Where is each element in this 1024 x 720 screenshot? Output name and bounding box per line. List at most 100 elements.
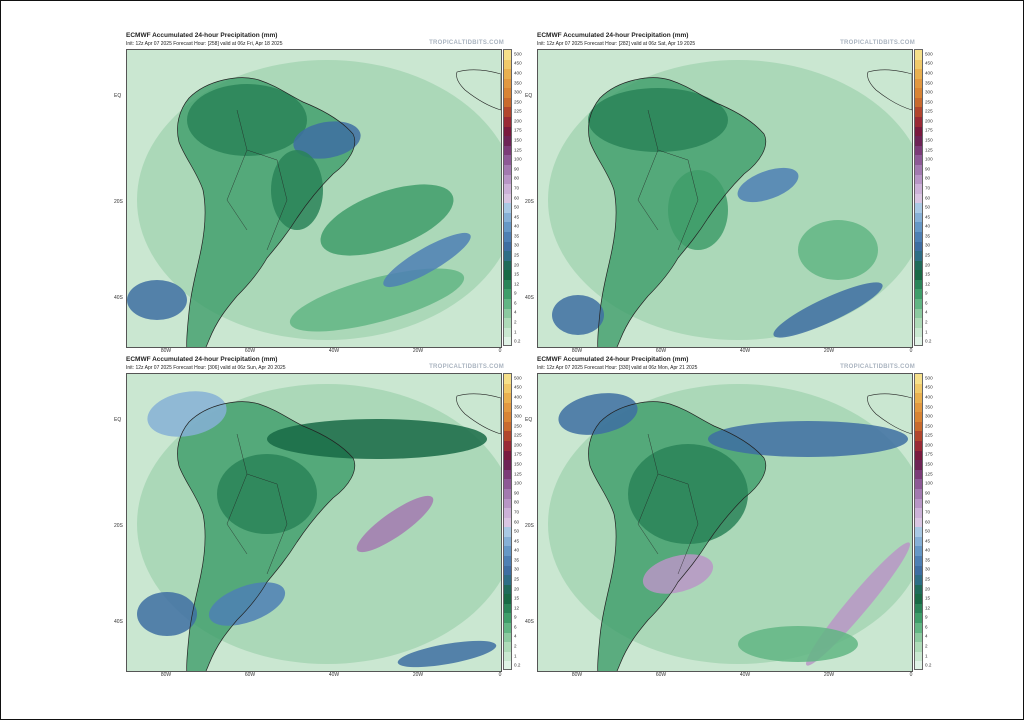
colorbar-label: 125 [925,471,933,477]
latitude-label: 40S [525,619,534,625]
longitude-label: 60W [655,672,667,678]
colorbar-label: 200 [925,442,933,448]
colorbar-label: 175 [925,127,933,133]
colorbar-label: 350 [925,404,933,410]
colorbar-label: 225 [925,432,933,438]
forecast-panel-3: ECMWF Accumulated 24-hour Precipitation … [114,356,522,678]
colorbar-label: 150 [925,137,933,143]
longitude-label: 80W [571,672,583,678]
colorbar-label: 100 [925,480,933,486]
colorbar-label: 300 [925,413,933,419]
colorbar-label: 80 [925,175,931,181]
colorbar-label: 20 [925,262,931,268]
colorbar-label: 20 [925,586,931,592]
colorbar-label: 30 [925,566,931,572]
colorbar-label: 450 [514,384,522,390]
colorbar-label: 35 [514,557,520,563]
colorbar-segment [915,270,922,280]
colorbar-label: 9 [514,290,517,296]
brand-watermark: TROPICALTIDBITS.COM [429,40,504,46]
colorbar-segment [504,651,511,662]
colorbar-label: 25 [514,576,520,582]
colorbar-segment [504,642,511,652]
colorbar-segment [915,145,922,156]
colorbar-label: 500 [925,375,933,381]
colorbar-label: 25 [925,252,931,258]
colorbar-segment [915,575,922,585]
colorbar-segment [504,203,511,213]
colorbar-label: 225 [514,108,522,114]
colorbar-label: 4 [925,633,928,639]
colorbar-label: 150 [514,137,522,143]
colorbar-segment [915,308,922,319]
colorbar-label: 35 [925,557,931,563]
colorbar-label: 0.2 [514,338,521,344]
colorbar-label: 1 [514,329,517,335]
longitude-label: 40W [739,348,751,354]
colorbar-segment [915,136,922,146]
longitude-label: 80W [571,348,583,354]
colorbar-label: 45 [925,538,931,544]
colorbar-segment [915,584,922,595]
colorbar-label: 450 [925,384,933,390]
colorbar-segment [915,222,922,232]
colorbar-segment [504,231,511,242]
longitude-label: 60W [655,348,667,354]
longitude-label: 0 [498,672,502,678]
colorbar-segment [915,498,922,509]
colorbar-segment [915,337,922,345]
colorbar-label: 400 [514,394,522,400]
colorbar-segment [915,97,922,108]
colorbar-segment [504,508,511,518]
colorbar-segment [504,421,511,432]
colorbar-segment [504,299,511,309]
longitude-label: 60W [244,348,256,354]
colorbar-segment [504,584,511,595]
forecast-panel-2: ECMWF Accumulated 24-hour Precipitation … [525,32,933,354]
colorbar-label: 0.2 [514,662,521,668]
longitude-label: 40W [328,672,340,678]
colorbar-label: 2 [925,319,928,325]
colorbar-segment [915,488,922,499]
colorbar-segment [915,393,922,403]
colorbar-label: 50 [925,204,931,210]
colorbar-label: 225 [514,432,522,438]
latitude-label: EQ [114,417,122,423]
colorbar [503,49,512,346]
colorbar-label: 175 [514,127,522,133]
colorbar-label: 12 [514,281,520,287]
colorbar-segment [915,431,922,442]
colorbar-label: 12 [925,605,931,611]
colorbar-label: 400 [925,70,933,76]
colorbar-segment [915,50,922,60]
colorbar-label: 0.2 [925,662,932,668]
brand-watermark: TROPICALTIDBITS.COM [840,364,915,370]
colorbar-segment [504,327,511,338]
longitude-label: 80W [160,672,172,678]
colorbar-segment [915,517,922,528]
colorbar-segment [504,97,511,108]
colorbar-segment [504,318,511,328]
colorbar-label: 80 [514,175,520,181]
colorbar-label: 100 [514,156,522,162]
colorbar-label: 450 [514,60,522,66]
colorbar-segment [915,603,922,614]
colorbar-label: 45 [925,214,931,220]
colorbar-labels: 500 450 400 350 300 250 225 200 175 150 125 100 90 80… [925,373,945,670]
colorbar-label: 90 [925,490,931,496]
colorbar-label: 60 [514,519,520,524]
colorbar-label: 175 [514,451,522,457]
colorbar-segment [504,594,511,604]
colorbar-segment [915,374,922,384]
colorbar-label: 400 [514,70,522,76]
colorbar-segment [504,623,511,633]
longitude-label: 0 [909,348,913,354]
colorbar-segment [915,632,922,643]
colorbar-label: 350 [925,80,933,86]
colorbar-label: 30 [514,242,520,248]
colorbar-segment [504,107,511,118]
colorbar-label: 9 [925,614,928,620]
colorbar-segment [504,536,511,547]
colorbar-segment [504,69,511,79]
colorbar-label: 4 [925,309,928,315]
